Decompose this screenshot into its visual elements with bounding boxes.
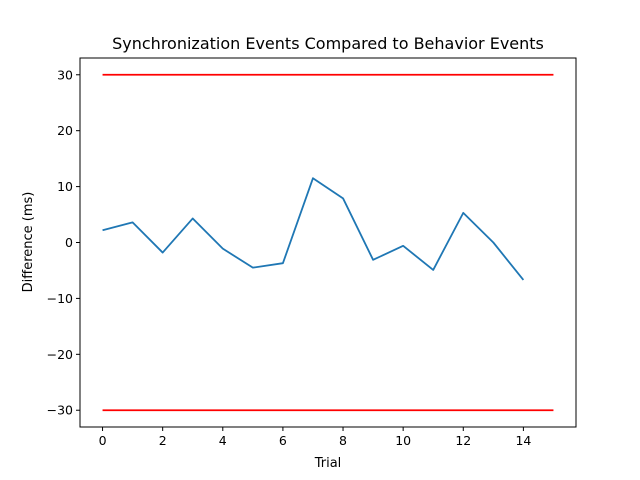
x-tick-label: 2 (159, 433, 167, 448)
x-axis-label: Trial (314, 456, 342, 471)
x-tick-label: 10 (395, 433, 411, 448)
chart-title: Synchronization Events Compared to Behav… (112, 34, 544, 53)
y-tick-label: 20 (57, 123, 73, 138)
plot-frame (79, 57, 577, 428)
y-tick-label: −30 (47, 403, 73, 418)
y-tick-label: −10 (47, 291, 73, 306)
x-tick-label: 0 (99, 433, 107, 448)
y-tick-label: −20 (47, 347, 73, 362)
y-axis-ticks: −30 −20 −10 0 10 20 30 (47, 67, 80, 418)
y-tick-label: 0 (65, 235, 73, 250)
x-tick-label: 8 (339, 433, 347, 448)
x-axis-ticks: 0 2 4 6 8 10 12 14 (99, 427, 531, 448)
series-line-0 (102, 177, 525, 281)
x-tick-label: 4 (219, 433, 227, 448)
x-tick-label: 6 (279, 433, 287, 448)
x-tick-label: 14 (515, 433, 531, 448)
y-tick-label: 30 (57, 67, 73, 82)
plot-lines (102, 73, 554, 412)
y-axis-label: Difference (ms) (21, 192, 36, 293)
x-tick-label: 12 (455, 433, 471, 448)
y-tick-label: 10 (57, 179, 73, 194)
